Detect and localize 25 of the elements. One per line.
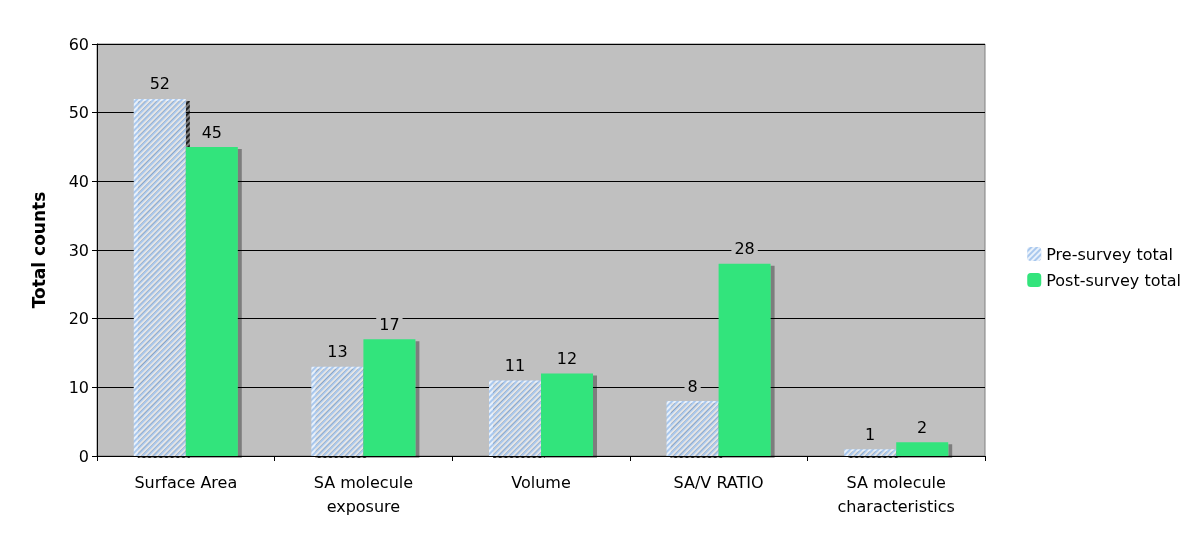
data-label: 8 — [687, 376, 698, 396]
y-tick-label: 30 — [68, 240, 89, 260]
data-label: 52 — [149, 74, 170, 94]
data-label: 28 — [734, 239, 755, 259]
x-tick-label: Surface Area — [134, 472, 238, 492]
y-tick-label: 0 — [78, 446, 89, 466]
y-tick-label: 10 — [68, 377, 89, 397]
legend-label: Pre-survey total — [1046, 244, 1173, 264]
data-label: 1 — [865, 424, 876, 444]
y-tick-label: 20 — [68, 309, 89, 329]
y-axis-title: Total counts — [28, 191, 49, 309]
x-tick-label: SA molecule exposure — [313, 472, 414, 516]
data-label: 45 — [201, 122, 222, 142]
x-tick-label: Volume — [511, 472, 571, 492]
data-label: 11 — [504, 355, 526, 375]
data-label: 13 — [327, 342, 348, 362]
x-tick-label: SA molecule characteristics — [837, 472, 955, 516]
legend-label: Post-survey total — [1046, 270, 1182, 290]
data-label: 17 — [379, 314, 400, 334]
data-label: 12 — [556, 349, 578, 369]
y-tick-label: 60 — [68, 34, 89, 54]
data-label: 2 — [917, 417, 928, 437]
y-tick-label: 40 — [68, 171, 89, 191]
x-tick-label: SA/V RATIO — [673, 472, 764, 492]
y-tick-label: 50 — [68, 103, 89, 123]
